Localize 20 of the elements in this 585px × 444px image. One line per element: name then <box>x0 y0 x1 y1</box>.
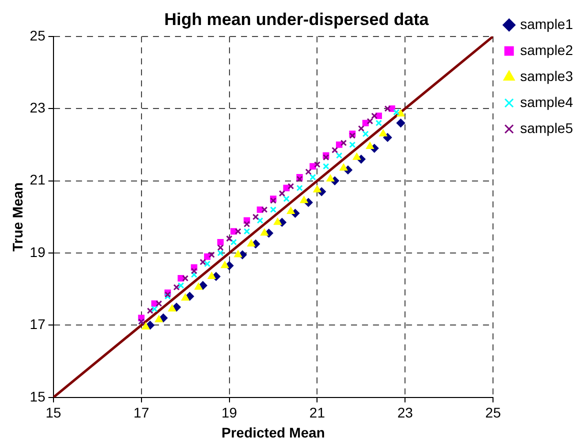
x-tick-label: 15 <box>46 404 62 421</box>
legend-label: sample4 <box>520 94 574 110</box>
legend-label: sample5 <box>520 120 574 136</box>
y-axis-title: True Mean <box>9 182 26 252</box>
x-axis-title: Predicted Mean <box>221 424 325 440</box>
chart-title: High mean under-dispersed data <box>164 10 430 29</box>
y-tick-label: 21 <box>30 172 46 188</box>
x-tick-label: 21 <box>309 404 326 421</box>
legend-label: sample2 <box>520 42 574 58</box>
y-tick-label: 25 <box>30 27 46 44</box>
y-tick-label: 17 <box>30 316 46 332</box>
x-tick-label: 19 <box>221 404 238 421</box>
x-tick-label: 23 <box>397 404 414 421</box>
x-tick-label: 25 <box>485 404 502 421</box>
x-tick-label: 17 <box>134 404 150 421</box>
legend-label: sample1 <box>520 16 574 32</box>
y-tick-label: 23 <box>30 99 46 116</box>
legend-label: sample3 <box>520 68 574 84</box>
y-tick-label: 15 <box>30 388 46 404</box>
y-tick-label: 19 <box>30 244 46 260</box>
